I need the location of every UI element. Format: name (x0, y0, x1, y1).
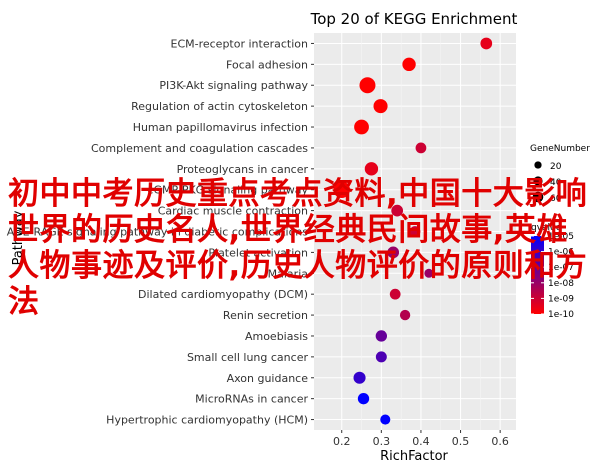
data-point (359, 77, 376, 94)
data-points (333, 37, 493, 425)
y-tick-label: Hypertrophic cardiomyopathy (HCM) (106, 414, 308, 427)
x-tick-label: 0.4 (412, 435, 430, 448)
color-legend-title: qvalue (531, 223, 562, 233)
x-axis-label: RichFactor (380, 449, 448, 464)
chart-title: Top 20 of KEGG Enrichment (310, 10, 518, 28)
y-tick-label: Amoebiasis (245, 330, 308, 343)
y-tick-label: Complement and coagulation cascades (91, 142, 308, 155)
y-tick-label: cGMP-PKG signaling pathway (147, 184, 308, 197)
y-tick-label: PI3K-Akt signaling pathway (159, 79, 308, 92)
data-point (424, 268, 434, 278)
data-point (375, 351, 387, 363)
size-legend-label: 40 (550, 178, 562, 188)
data-point (364, 162, 379, 176)
size-legend-label: 20 (550, 162, 562, 172)
gene-number-legend: GeneNumber 20 40 60 (530, 144, 590, 204)
x-tick-label: 0.5 (452, 435, 470, 448)
y-tick-label: Small cell lung cancer (187, 351, 309, 364)
data-point (399, 309, 411, 321)
size-legend-circle (532, 191, 544, 203)
data-point (357, 392, 370, 405)
x-tick-label: 0.3 (373, 435, 391, 448)
color-legend-label: 1e-08 (548, 279, 574, 289)
data-point (373, 99, 388, 114)
qvalue-legend: qvalue 1e-10 1e-09 1e-08 1e-07 1e-06 1e-05 (531, 223, 574, 320)
data-point (354, 119, 369, 135)
qvalue-colorbar (531, 236, 544, 314)
data-point (480, 37, 493, 50)
data-point (389, 288, 401, 300)
y-tick-label: Axon guidance (227, 372, 309, 385)
data-point (391, 204, 404, 217)
y-tick-label: Dilated cardiomyopathy (DCM) (138, 288, 308, 301)
color-legend-label: 1e-07 (548, 263, 574, 273)
data-point (415, 142, 427, 154)
color-legend-label: 1e-06 (548, 248, 574, 258)
y-tick-label: MicroRNAs in cancer (195, 393, 308, 406)
y-axis-label: Pathway (11, 210, 26, 265)
color-legend-label: 1e-05 (548, 232, 574, 242)
data-point (380, 414, 391, 425)
y-tick-label: Renin secretion (223, 309, 308, 322)
color-legend-label: 1e-09 (548, 294, 574, 304)
y-tick-label: Cardiac muscle contraction (158, 205, 308, 218)
x-tick-labels: 0.2 0.3 0.4 0.5 0.6 (333, 430, 509, 448)
x-tick-label: 0.6 (491, 435, 509, 448)
y-tick-label: Platelet activation (208, 246, 308, 259)
data-point (409, 226, 421, 237)
size-legend-title: GeneNumber (530, 144, 590, 154)
y-tick-label: ECM-receptor interaction (171, 37, 309, 50)
y-tick-label: Regulation of actin cytoskeleton (131, 100, 308, 113)
y-tick-label: Focal adhesion (226, 58, 308, 71)
data-point (353, 371, 366, 384)
y-tick-labels: ECM-receptor interaction Focal adhesion PI… (7, 37, 314, 427)
x-tick-label: 0.2 (333, 435, 351, 448)
color-legend-label: 1e-10 (548, 310, 574, 320)
size-legend-circle (534, 161, 542, 169)
y-tick-label: AGE-RAGE signaling pathway in diabetic c… (7, 226, 308, 239)
y-tick-label: Proteoglycans in cancer (177, 163, 309, 176)
y-tick-label: Malaria (268, 267, 308, 280)
size-legend-label: 60 (550, 194, 562, 204)
data-point (402, 57, 416, 72)
data-point (333, 181, 351, 198)
data-point (387, 246, 400, 259)
size-legend-circle (533, 176, 543, 186)
data-point (375, 330, 388, 342)
y-tick-label: Human papillomavirus infection (133, 121, 308, 134)
